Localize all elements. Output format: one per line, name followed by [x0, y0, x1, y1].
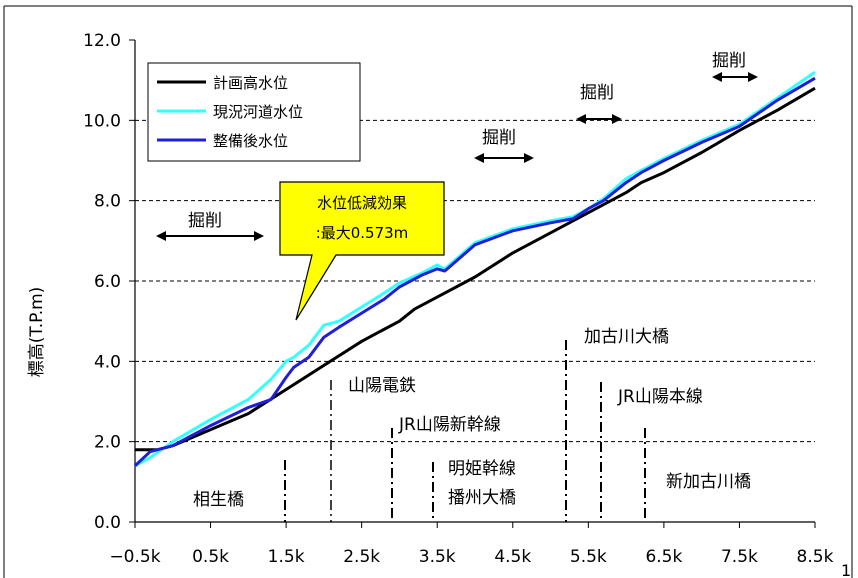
- bridge-label-jr-shinkansen: JR山陽新幹線: [398, 414, 501, 435]
- x-tick-label-5: 4.5k: [494, 547, 531, 567]
- x-tick-label-7: 6.5k: [645, 547, 682, 567]
- bridge-label-shin-kakogawa: 新加古川橋: [666, 472, 751, 492]
- series-line-1: [134, 70, 816, 468]
- bridge-label-kakogawa-ohashi: 加古川大橋: [584, 327, 669, 347]
- y-tick-labels: 0.0 2.0 4.0 6.0 8.0 10.0 12.0: [83, 31, 121, 533]
- callout-bubble: [279, 181, 445, 321]
- outer-frame: [4, 5, 853, 578]
- callout-value: :最大0.573m: [316, 224, 409, 242]
- bridge-markers: [284, 340, 646, 522]
- axes: [134, 40, 816, 528]
- page-number: 1: [841, 561, 851, 578]
- excavation-label-2: 掘削: [482, 128, 516, 148]
- excavation-label-1: 掘削: [188, 211, 222, 231]
- excavation-label-4: 掘削: [712, 51, 746, 71]
- y-tick-label-6: 12.0: [83, 31, 121, 51]
- reduction-callout: 水位低減効果 :最大0.573m: [279, 181, 445, 321]
- y-tick-label-4: 8.0: [94, 192, 121, 212]
- x-tick-label-3: 2.5k: [343, 547, 380, 567]
- y-tick-label-1: 2.0: [94, 433, 121, 453]
- x-tick-label-6: 5.5k: [570, 547, 607, 567]
- x-tick-label-1: 0.5k: [192, 547, 229, 567]
- bridge-label-aioi: 相生橋: [193, 490, 244, 510]
- callout-title: 水位低減効果: [317, 194, 407, 212]
- x-tick-label-8: 7.5k: [721, 547, 758, 567]
- bridge-label-sanyo-dentetsu: 山陽電鉄: [348, 376, 416, 396]
- y-tick-label-0: 0.0: [94, 513, 121, 533]
- series-line-2: [133, 76, 816, 467]
- legend-label-planned: 計画高水位: [213, 74, 288, 92]
- excavation-arrowheads-4: [712, 72, 758, 82]
- x-tick-label-0: −0.5k: [109, 547, 160, 567]
- y-tick-label-3: 6.0: [94, 272, 121, 292]
- bridge-label-banshu: 播州大橋: [448, 488, 516, 508]
- bridge-label-jr-sanyo-honsen: JR山陽本線: [617, 387, 703, 407]
- series-line-0: [135, 86, 816, 452]
- y-axis-label: 標高(T.P.m): [27, 287, 47, 378]
- y-tick-label-5: 10.0: [83, 111, 121, 131]
- series-lines: [133, 70, 816, 468]
- legend-label-current: 現況河道水位: [213, 103, 303, 121]
- x-tick-labels: −0.5k 0.5k 1.5k 2.5k 3.5k 4.5k 5.5k 6.5k 7.5k 8.5…: [109, 547, 833, 567]
- legend: 計画高水位 現況河道水位 整備後水位: [147, 62, 361, 162]
- legend-label-after: 整備後水位: [213, 132, 288, 150]
- x-tick-label-2: 1.5k: [268, 547, 305, 567]
- excavation-annotations: 掘削 掘削 掘削 掘削: [156, 51, 758, 241]
- x-tick-label-4: 3.5k: [419, 547, 456, 567]
- y-tick-label-2: 4.0: [94, 352, 121, 372]
- x-tick-label-9: 8.5k: [797, 547, 834, 567]
- bridge-label-meiki: 明姫幹線: [448, 458, 516, 479]
- excavation-arrowheads-3: [576, 114, 622, 124]
- excavation-label-3: 掘削: [580, 83, 614, 103]
